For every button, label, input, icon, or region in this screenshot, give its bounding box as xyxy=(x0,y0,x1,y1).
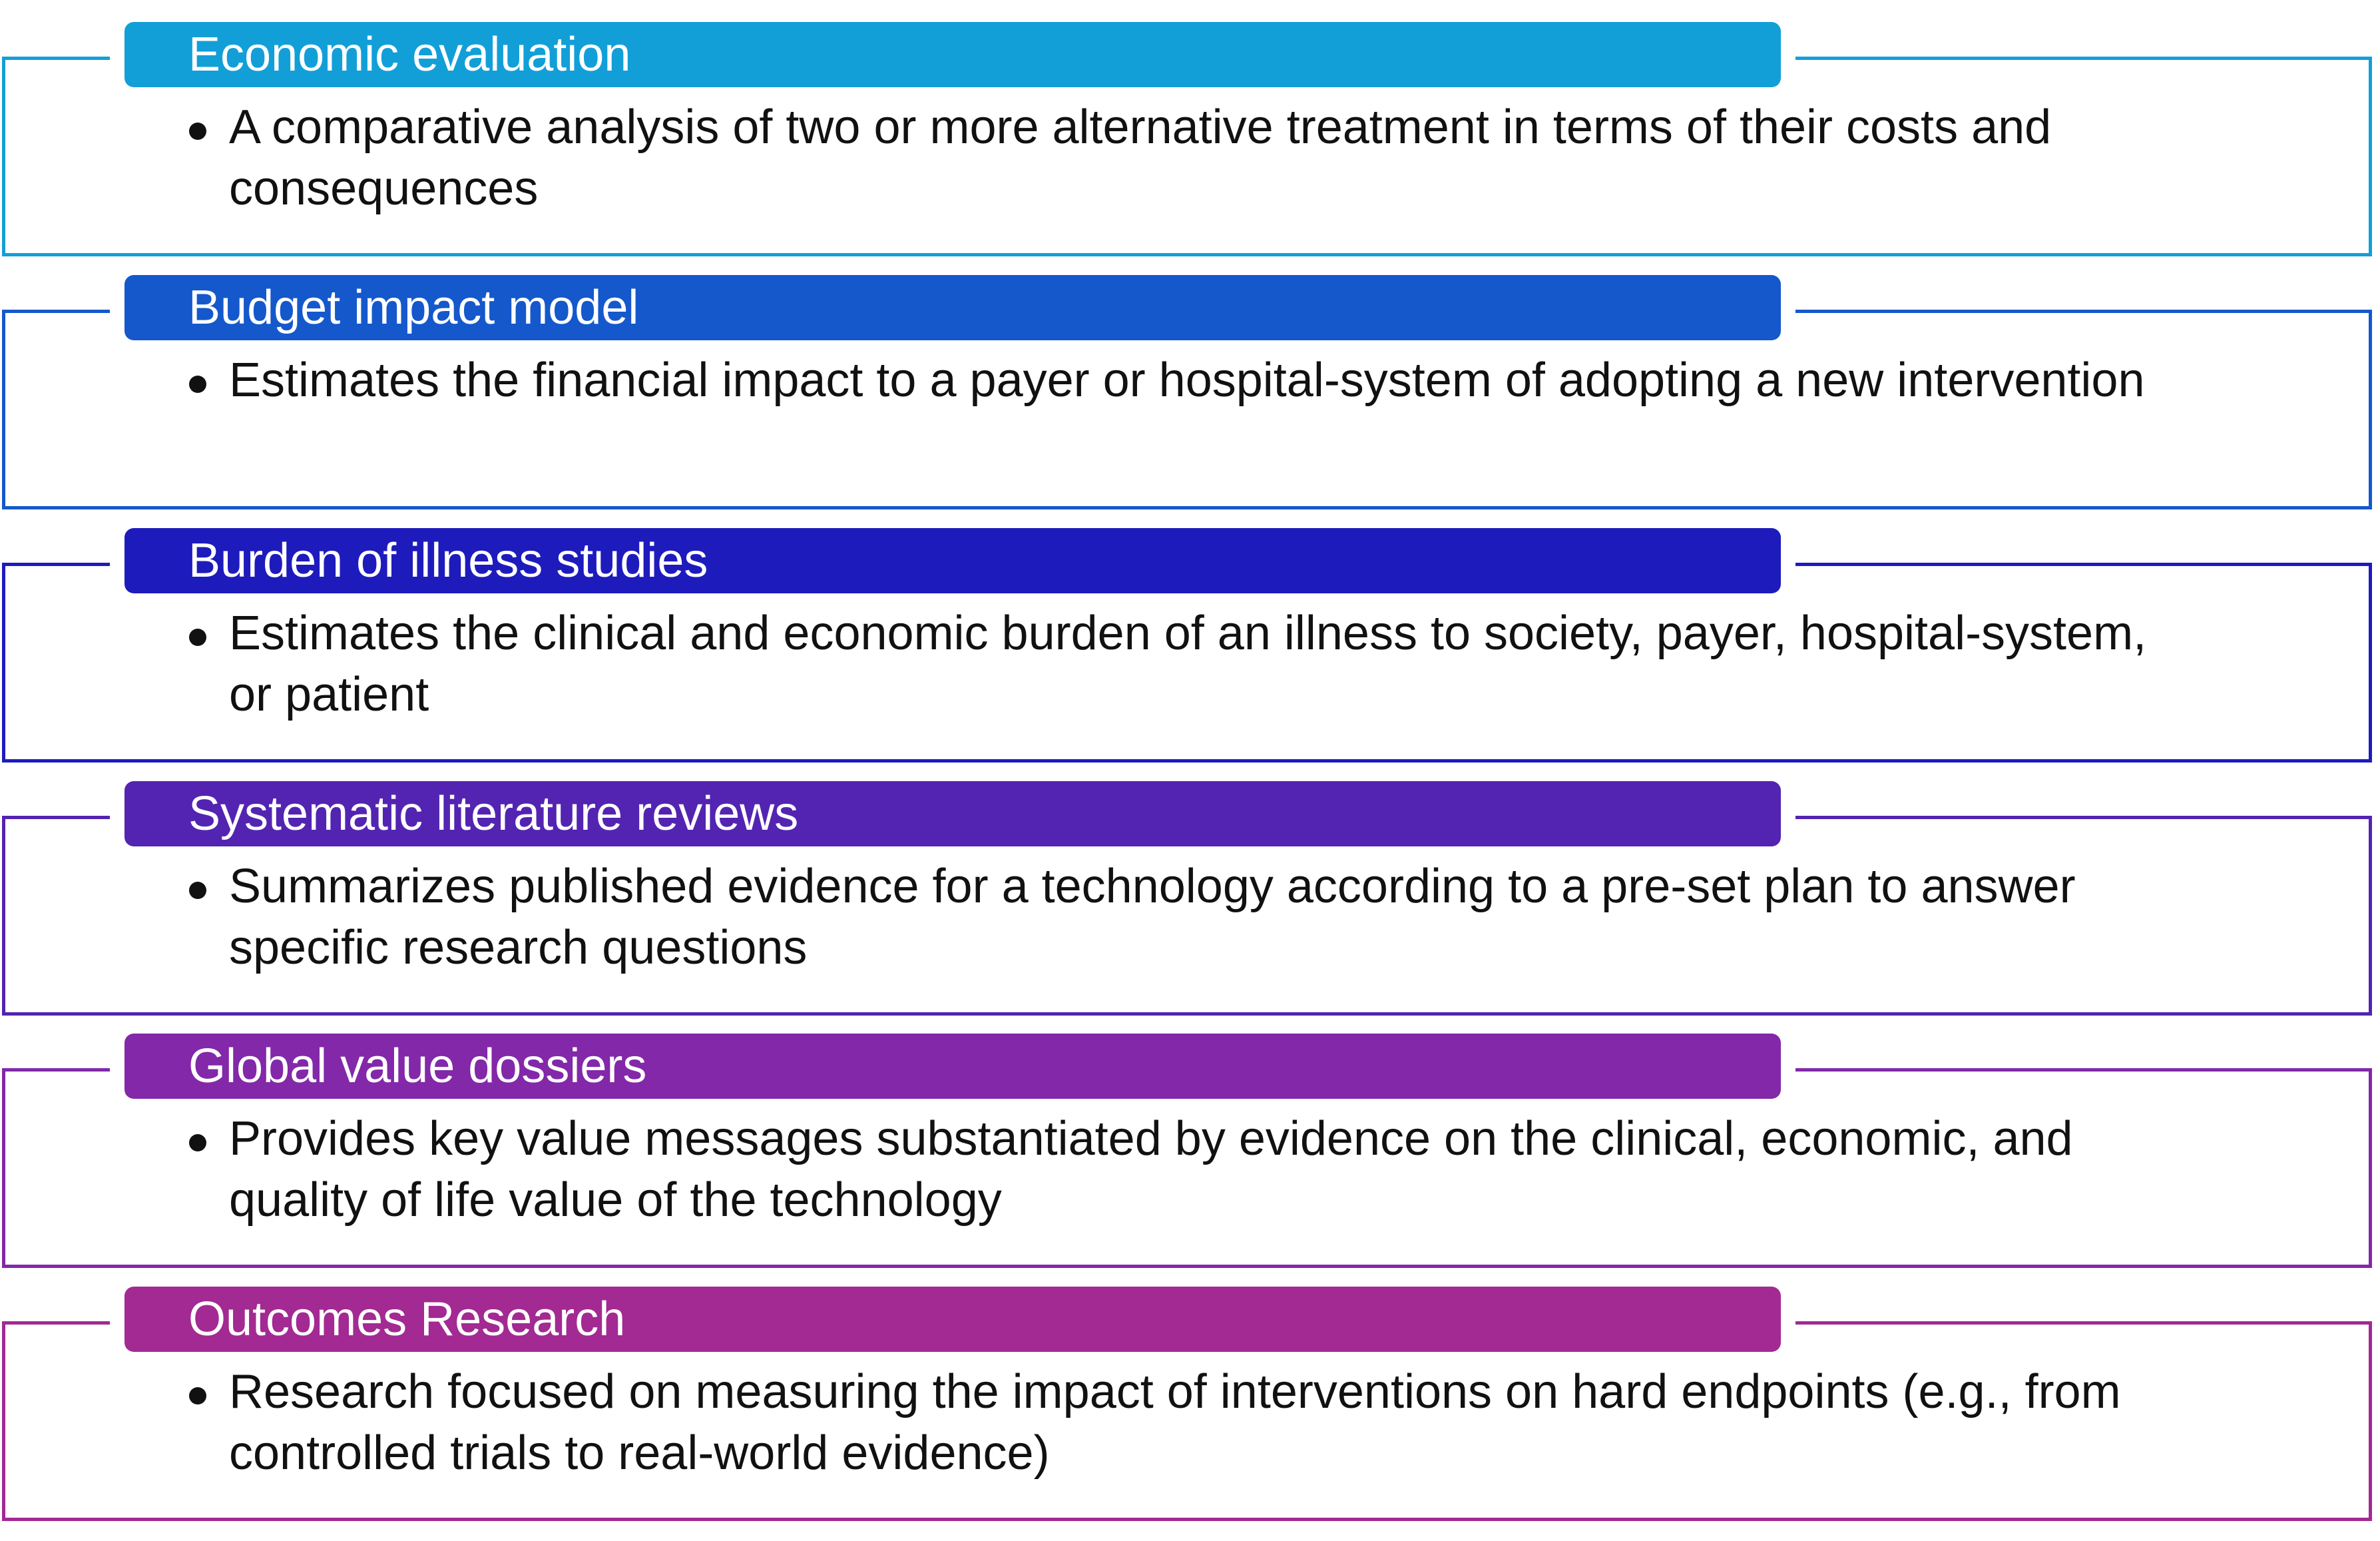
bullet-text: Estimates the financial impact to a paye… xyxy=(229,354,2145,407)
bullet-text: A comparative analysis of two or more al… xyxy=(229,101,2052,215)
section-outcomes-research: Outcomes Research Research focused on me… xyxy=(0,1287,2380,1541)
section-title-tab: Outcomes Research xyxy=(124,1287,1781,1352)
bullet-text: Provides key value messages substantiate… xyxy=(229,1112,2073,1227)
bullet-dot-icon xyxy=(189,629,206,646)
bullet-dot-icon xyxy=(189,123,206,140)
bullet-item: A comparative analysis of two or more al… xyxy=(189,97,2186,219)
section-title-tab: Burden of illness studies xyxy=(124,528,1781,593)
section-title-tab: Budget impact model xyxy=(124,275,1781,340)
section-frame xyxy=(2,1068,2372,1268)
section-frame xyxy=(2,310,2372,509)
bullet-item: Research focused on measuring the impact… xyxy=(189,1361,2186,1484)
section-burden-of-illness: Burden of illness studies Estimates the … xyxy=(0,528,2380,782)
bullet-dot-icon xyxy=(189,376,206,393)
section-economic-evaluation: Economic evaluation A comparative analys… xyxy=(0,22,2380,276)
section-budget-impact-model: Budget impact model Estimates the financ… xyxy=(0,275,2380,529)
bullet-dot-icon xyxy=(189,1387,206,1404)
section-title-tab: Global value dossiers xyxy=(124,1034,1781,1099)
bullet-text: Summarizes published evidence for a tech… xyxy=(229,860,2076,974)
section-title-tab: Economic evaluation xyxy=(124,22,1781,87)
bullet-item: Estimates the financial impact to a paye… xyxy=(189,350,2186,411)
bullet-dot-icon xyxy=(189,1134,206,1151)
section-global-value-dossiers: Global value dossiers Provides key value… xyxy=(0,1034,2380,1288)
bullet-text: Estimates the clinical and economic burd… xyxy=(229,607,2147,721)
bullet-item: Summarizes published evidence for a tech… xyxy=(189,856,2186,978)
bullet-item: Estimates the clinical and economic burd… xyxy=(189,603,2186,725)
bullet-item: Provides key value messages substantiate… xyxy=(189,1108,2186,1231)
bullet-dot-icon xyxy=(189,882,206,899)
section-title-tab: Systematic literature reviews xyxy=(124,781,1781,846)
section-systematic-literature-reviews: Systematic literature reviews Summarizes… xyxy=(0,781,2380,1036)
section-frame xyxy=(2,816,2372,1016)
section-frame xyxy=(2,563,2372,763)
bullet-text: Research focused on measuring the impact… xyxy=(229,1365,2121,1480)
